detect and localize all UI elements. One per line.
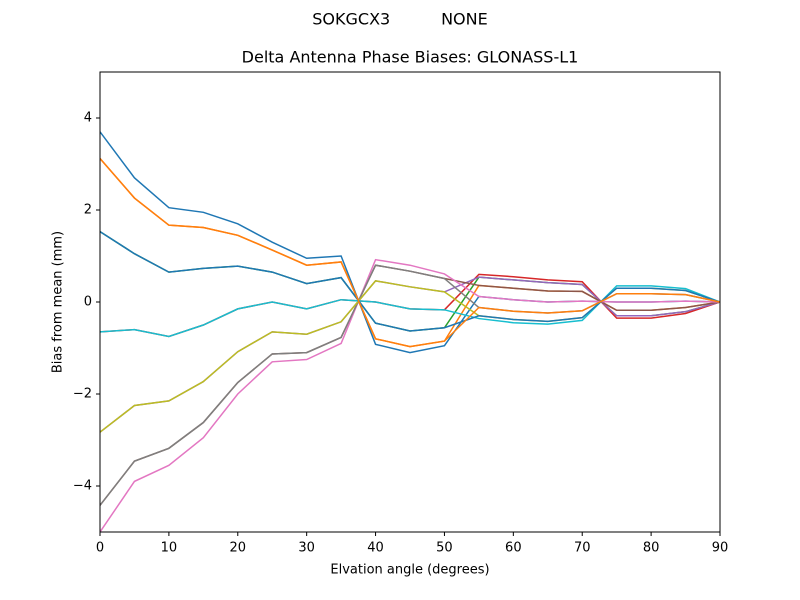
y-axis-label: Bias from mean (mm): [51, 231, 66, 373]
x-tick-label: 70: [574, 541, 591, 556]
x-tick-label: 30: [298, 541, 315, 556]
plot-area: [100, 131, 720, 532]
series-line: [100, 258, 720, 532]
series-line: [100, 285, 720, 338]
x-tick-label: 90: [712, 541, 729, 556]
x-tick-label: 40: [367, 541, 384, 556]
x-tick-label: 20: [230, 541, 247, 556]
x-tick-label: 0: [96, 541, 104, 556]
chart-title: Delta Antenna Phase Biases: GLONASS-L1: [242, 48, 579, 67]
y-tick-label: −4: [73, 479, 92, 494]
series-line: [100, 230, 720, 332]
x-axis-label: Elvation angle (degrees): [330, 563, 489, 578]
x-tick-label: 10: [161, 541, 178, 556]
y-tick-label: 2: [84, 203, 92, 218]
x-tick-label: 60: [505, 541, 522, 556]
y-tick-label: 4: [84, 111, 92, 126]
x-tick-label: 80: [643, 541, 660, 556]
y-tick-label: 0: [84, 295, 92, 310]
y-tick-label: −2: [73, 387, 92, 402]
x-tick-label: 50: [436, 541, 453, 556]
suptitle: SOKGCX3 NONE: [312, 10, 487, 29]
series-line: [100, 157, 720, 348]
